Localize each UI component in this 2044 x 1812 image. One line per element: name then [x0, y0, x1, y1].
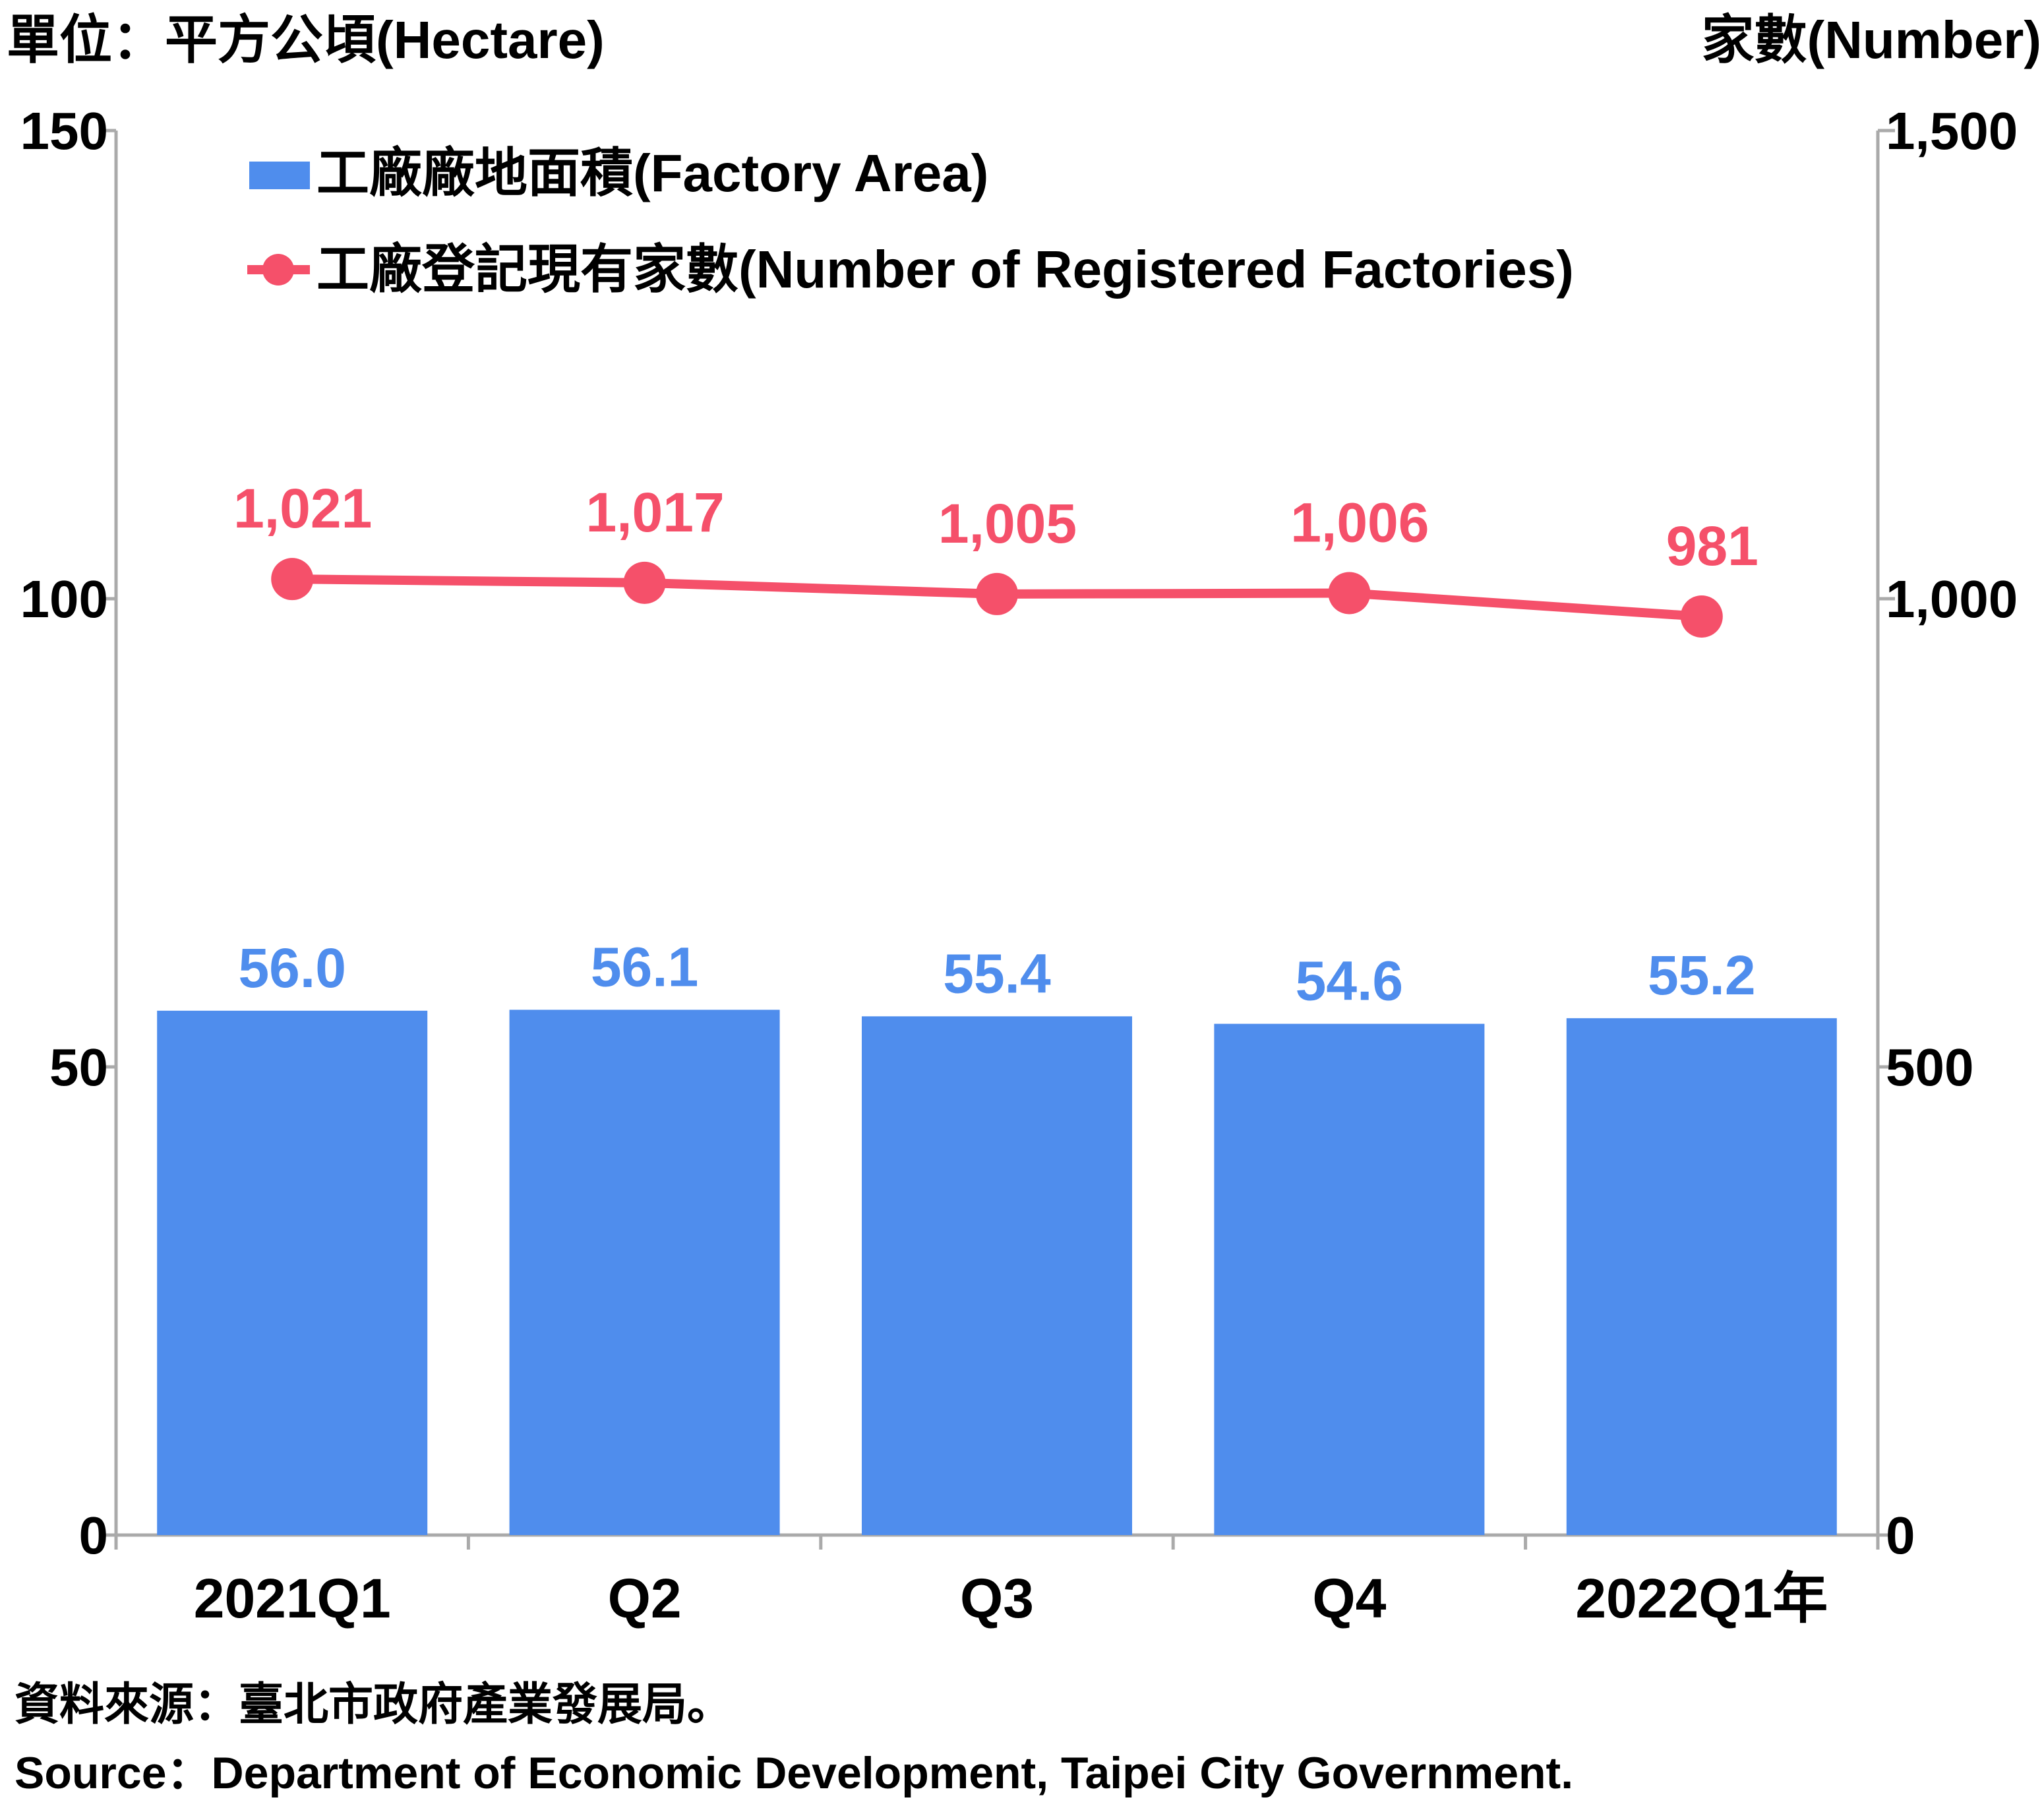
- bar: [1214, 1023, 1485, 1535]
- right-tick-label: 1,500: [1886, 102, 2018, 160]
- line-point: [1680, 595, 1723, 638]
- left-unit-label: 單位：平方公頃(Hectare): [7, 11, 605, 69]
- line-value-label: 1,006: [1290, 491, 1429, 553]
- source-en: Source：Department of Economic Developmen…: [15, 1748, 1573, 1798]
- bar: [157, 1010, 428, 1535]
- x-tick-label: 2021Q1: [194, 1567, 391, 1629]
- bar-value-label: 55.4: [943, 942, 1051, 1004]
- right-tick-label: 1,000: [1886, 570, 2018, 628]
- bar-series: 56.0 56.1 55.4 54.6 55.2: [157, 936, 1837, 1535]
- bar-value-label: 56.0: [238, 937, 346, 999]
- left-tick-label: 0: [79, 1506, 109, 1565]
- left-tick-label: 150: [20, 102, 108, 160]
- legend-bar-swatch: [249, 162, 310, 189]
- right-unit-label: 家數(Number): [1701, 11, 2041, 69]
- line-value-label: 1,017: [586, 481, 724, 543]
- x-tick-label: Q2: [608, 1567, 682, 1629]
- tick-labels: 0 50 100 150 0 500 1,000 1,500 2021Q1 Q2 Q3 Q4 2022Q…: [20, 102, 2018, 1629]
- bar-value-label: 55.2: [1648, 944, 1756, 1006]
- legend-bar-label: 工廠廠地面積(Factory Area): [316, 144, 988, 202]
- bar-value-label: 54.6: [1296, 950, 1404, 1012]
- x-tick-label: 2022Q1年: [1575, 1567, 1828, 1629]
- legend-line-marker: [262, 254, 294, 286]
- line-point: [976, 572, 1018, 615]
- line-point: [271, 558, 314, 601]
- legend: 工廠廠地面積(Factory Area) 工廠登記現有家數(Number of …: [247, 144, 1574, 299]
- line-value-label: 981: [1666, 515, 1758, 577]
- bar: [862, 1016, 1132, 1535]
- left-tick-label: 50: [49, 1038, 108, 1097]
- legend-line-label: 工廠登記現有家數(Number of Registered Factories): [316, 240, 1574, 299]
- line-point: [1328, 572, 1371, 615]
- bar-value-label: 56.1: [591, 936, 699, 998]
- right-tick-label: 0: [1886, 1506, 1915, 1565]
- line-point: [623, 561, 666, 604]
- bar: [509, 1010, 780, 1535]
- line-value-label: 1,021: [233, 477, 372, 539]
- x-tick-label: Q4: [1312, 1567, 1386, 1629]
- line-series: 1,021 1,017 1,005 1,006 981: [233, 477, 1758, 638]
- right-tick-label: 500: [1886, 1038, 1973, 1097]
- line-value-label: 1,005: [938, 493, 1077, 555]
- bar: [1566, 1018, 1837, 1535]
- left-tick-label: 100: [20, 570, 108, 628]
- x-tick-label: Q3: [960, 1567, 1034, 1629]
- source-zh: 資料來源：臺北市政府產業發展局。: [15, 1679, 732, 1730]
